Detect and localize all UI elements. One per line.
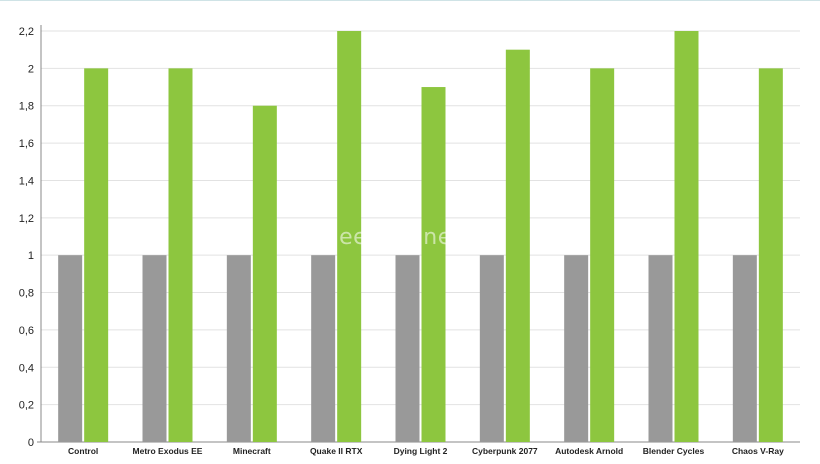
x-tick-label: Chaos V-Ray [732, 446, 784, 456]
bar [252, 105, 277, 443]
bar [142, 255, 167, 442]
bar [311, 255, 336, 442]
y-tick-label: 0,6 [19, 325, 34, 337]
bar [674, 31, 699, 442]
x-tick-label: Quake II RTX [310, 446, 363, 456]
x-tick-label: Control [68, 446, 98, 456]
x-tick-label: Minecraft [233, 446, 271, 456]
y-tick-label: 0,2 [19, 400, 34, 412]
x-tick-label: Metro Exodus EE [133, 446, 203, 456]
bar [421, 87, 446, 442]
x-tick-label: Blender Cycles [643, 446, 705, 456]
y-tick-label: 0,8 [19, 288, 34, 300]
y-tick-label: 0,4 [19, 362, 34, 374]
bar [226, 255, 251, 442]
x-tick-label: Cyberpunk 2077 [472, 446, 538, 456]
x-tick-label: Dying Light 2 [394, 446, 448, 456]
y-tick-label: 0 [28, 437, 34, 449]
bar [337, 31, 362, 442]
x-tick-label: Autodesk Arnold [555, 446, 623, 456]
bar [758, 68, 783, 442]
y-tick-label: 2 [28, 63, 34, 75]
y-tick-label: 2,2 [19, 26, 34, 38]
bar [590, 68, 615, 442]
y-tick-label: 1 [28, 250, 34, 262]
y-tick-label: 1,2 [19, 213, 34, 225]
bar [58, 255, 83, 442]
bar [395, 255, 420, 442]
bar [732, 255, 757, 442]
bar [479, 255, 504, 442]
y-tick-label: 1,6 [19, 138, 34, 150]
bar [505, 49, 530, 442]
bar [648, 255, 673, 442]
bar [168, 68, 193, 442]
bar [564, 255, 589, 442]
y-tick-label: 1,8 [19, 101, 34, 113]
bar [84, 68, 109, 442]
y-tick-label: 1,4 [19, 175, 34, 187]
